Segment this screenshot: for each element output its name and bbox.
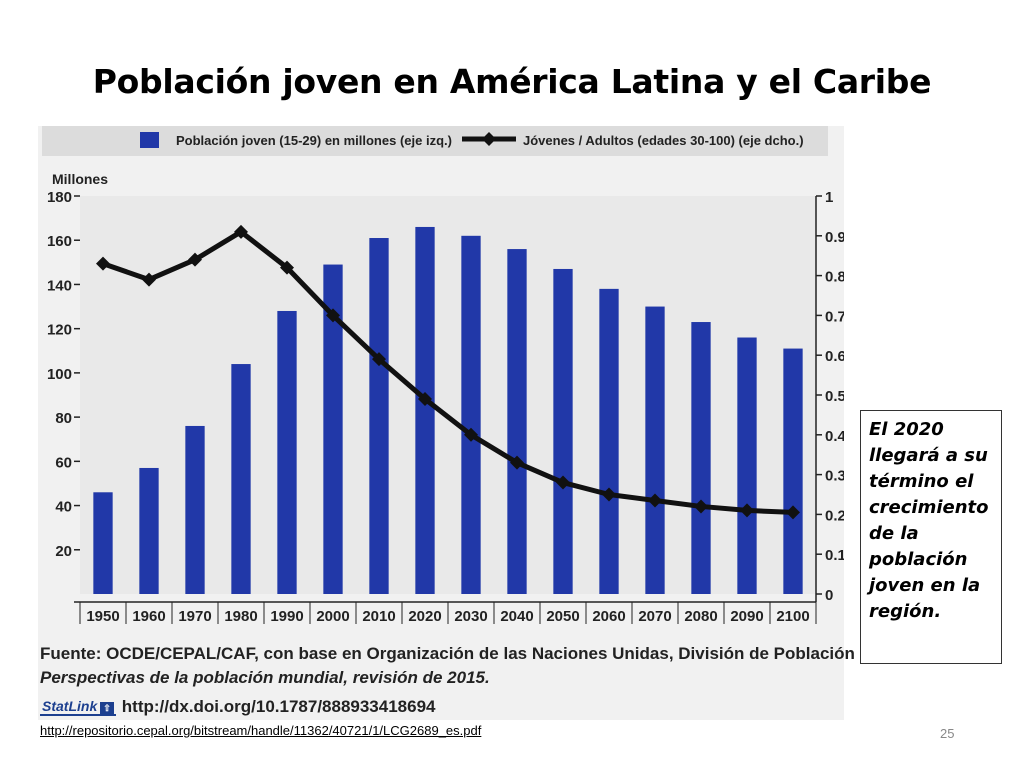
legend-bar-label: Población joven (15-29) en millones (eje…	[176, 133, 452, 148]
y2-tick-label: 0.4	[825, 428, 844, 445]
source-line-1: Fuente: OCDE/CEPAL/CAF, con base en Orga…	[40, 644, 914, 663]
y-tick-label: 140	[47, 277, 72, 294]
x-tick-label: 2080	[684, 608, 717, 625]
ratio-point-2080	[694, 499, 708, 514]
bar-2070	[645, 306, 665, 594]
chart-svg: Población joven (15-29) en millones (eje…	[38, 126, 844, 720]
y2-tick-label: 0.8	[825, 269, 844, 286]
legend: Población joven (15-29) en millones (eje…	[42, 126, 828, 156]
bar-2090	[737, 337, 757, 594]
bar-1980	[231, 364, 251, 594]
ratio-point-2070	[648, 493, 662, 508]
chart-figure: Población joven (15-29) en millones (eje…	[38, 126, 914, 720]
x-tick-label: 1950	[86, 608, 119, 625]
bar-1990	[277, 310, 297, 594]
x-tick-label: 2040	[500, 608, 533, 625]
statlink-label: StatLink	[42, 698, 98, 714]
bar-1970	[185, 425, 205, 594]
y2-tick-label: 0.1	[825, 547, 844, 564]
ratio-point-2040	[510, 455, 524, 470]
statlink-url[interactable]: http://dx.doi.org/10.1787/888933418694	[121, 697, 436, 716]
x-tick-label: 2070	[638, 608, 671, 625]
legend-line-label: Jóvenes / Adultos (edades 30-100) (eje d…	[523, 133, 804, 148]
x-tick-label: 2020	[408, 608, 441, 625]
bar-2100	[783, 348, 803, 594]
ratio-point-2000	[326, 308, 340, 323]
statlink-tag-icon: ⇧	[100, 702, 114, 714]
x-tick-label: 2060	[592, 608, 625, 625]
y2-tick-label: 0.2	[825, 507, 844, 524]
source-line-2: Perspectivas de la población mundial, re…	[40, 668, 490, 687]
page-number: 25	[940, 726, 955, 741]
y2-tick-label: 0	[825, 587, 833, 604]
y-tick-label: 80	[55, 410, 72, 427]
ratio-line	[102, 229, 794, 515]
statlink-logo: StatLink ⇧	[40, 698, 116, 716]
legend-line-marker	[482, 132, 496, 146]
x-tick-label: 2000	[316, 608, 349, 625]
x-tick-label: 2030	[454, 608, 487, 625]
y-axis-label: Millones	[52, 171, 108, 187]
ratio-point-2100	[786, 505, 800, 520]
y2-tick-label: 0.6	[825, 348, 844, 365]
y2-tick-label: 0.5	[825, 388, 844, 405]
ratio-point-2050	[556, 475, 570, 490]
bar-2080	[691, 322, 711, 594]
bar-1950	[93, 492, 113, 594]
callout-box: El 2020 llegará a su término el crecimie…	[860, 410, 1002, 664]
y2-tick-label: 1	[825, 189, 833, 206]
y-tick-label: 160	[47, 233, 72, 250]
ratio-point-1960	[142, 272, 156, 287]
ratio-point-1990	[280, 260, 294, 275]
x-tick-label: 2050	[546, 608, 579, 625]
bar-2050	[553, 268, 573, 594]
source-note: Fuente: OCDE/CEPAL/CAF, con base en Orga…	[40, 642, 914, 690]
y2-tick-label: 0.3	[825, 468, 844, 485]
y2-tick-label: 0.7	[825, 308, 844, 325]
ratio-point-1980	[234, 224, 248, 239]
y-tick-label: 60	[55, 454, 72, 471]
ratio-point-2020	[418, 391, 432, 406]
y-tick-label: 20	[55, 543, 72, 560]
bar-2060	[599, 288, 619, 594]
x-tick-label: 1960	[132, 608, 165, 625]
x-tick-label: 1980	[224, 608, 257, 625]
y-tick-label: 180	[47, 189, 72, 206]
statlink-row: StatLink ⇧ http://dx.doi.org/10.1787/8889…	[40, 696, 436, 718]
y-tick-label: 40	[55, 499, 72, 516]
y-tick-label: 100	[47, 366, 72, 383]
ratio-point-1970	[188, 252, 202, 267]
bar-2040	[507, 249, 527, 595]
ratio-point-2030	[464, 427, 478, 442]
bar-2010	[369, 238, 389, 594]
ratio-point-2090	[740, 503, 754, 518]
x-tick-label: 2010	[362, 608, 395, 625]
bar-2000	[323, 264, 343, 594]
slide-title: Población joven en América Latina y el C…	[92, 62, 932, 101]
bar-1960	[139, 467, 159, 594]
bar-2030	[461, 235, 481, 595]
plot-area: 2040608010012014016018000.10.20.30.40.50…	[47, 189, 844, 625]
bar-2020	[415, 226, 435, 594]
x-tick-label: 1990	[270, 608, 303, 625]
y2-tick-label: 0.9	[825, 229, 844, 246]
x-tick-label: 2090	[730, 608, 763, 625]
x-tick-label: 2100	[776, 608, 809, 625]
ratio-point-2060	[602, 487, 616, 502]
ratio-point-2010	[372, 352, 386, 367]
y-tick-label: 120	[47, 322, 72, 339]
legend-bar-swatch	[140, 132, 159, 148]
x-tick-label: 1970	[178, 608, 211, 625]
ratio-point-1950	[96, 256, 110, 271]
repository-link[interactable]: http://repositorio.cepal.org/bitstream/h…	[40, 723, 482, 738]
